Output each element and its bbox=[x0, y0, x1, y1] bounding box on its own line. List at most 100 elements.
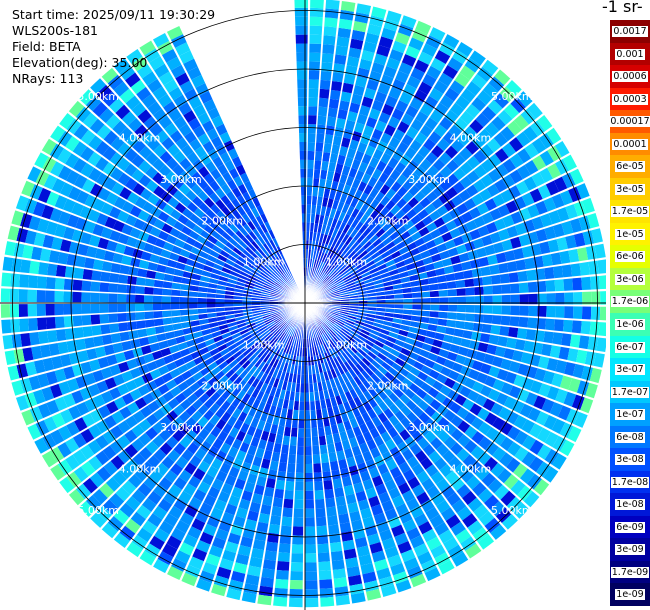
ppi-gate-cell bbox=[378, 172, 389, 184]
ppi-gate-cell bbox=[281, 275, 288, 284]
ppi-gate-cell bbox=[525, 329, 537, 341]
ppi-gate-cell bbox=[567, 426, 582, 443]
ppi-gate-cell bbox=[132, 347, 144, 358]
ppi-gate-cell bbox=[267, 469, 278, 480]
ppi-gate-cell bbox=[205, 433, 217, 445]
ppi-gate-cell bbox=[276, 318, 285, 326]
ray-separator bbox=[304, 302, 442, 576]
ppi-gate-cell bbox=[456, 407, 469, 420]
ppi-gate-cell bbox=[436, 243, 448, 253]
ppi-gate-cell bbox=[102, 91, 119, 107]
ppi-gate-cell bbox=[296, 70, 308, 80]
ppi-gate-cell bbox=[191, 518, 206, 532]
ppi-gate-cell bbox=[254, 484, 265, 496]
colorbar-tick-label: 0.0006 bbox=[612, 71, 648, 83]
ppi-gate-cell bbox=[322, 333, 329, 342]
ppi-gate-cell bbox=[311, 328, 316, 338]
ppi-gate-cell bbox=[488, 76, 505, 92]
ppi-gate-cell bbox=[149, 469, 164, 483]
colorbar-tick-label: 3e-08 bbox=[615, 454, 645, 466]
ppi-gate-cell bbox=[363, 323, 373, 329]
ppi-gate-cell bbox=[324, 361, 331, 372]
ppi-gate-cell bbox=[325, 331, 333, 340]
ppi-gate-cell bbox=[161, 372, 173, 383]
ppi-gate-cell bbox=[228, 495, 241, 507]
ppi-gate-cell bbox=[388, 268, 399, 276]
ppi-gate-cell bbox=[233, 515, 246, 528]
ppi-gate-cell bbox=[339, 243, 348, 253]
ray-separator bbox=[15, 208, 306, 304]
ppi-gate-cell bbox=[119, 126, 134, 142]
ppi-gate-cell bbox=[205, 208, 216, 220]
ppi-gate-cell bbox=[325, 279, 333, 287]
ppi-gate-cell bbox=[446, 319, 457, 328]
ppi-gate-cell bbox=[241, 382, 251, 393]
ppi-gate-cell bbox=[82, 413, 96, 428]
ppi-gate-cell bbox=[222, 549, 237, 562]
ppi-gate-cell bbox=[304, 401, 310, 411]
ppi-gate-cell bbox=[391, 193, 402, 204]
ppi-gate-cell bbox=[172, 416, 185, 429]
ppi-gate-cell bbox=[351, 327, 361, 335]
ppi-gate-cell bbox=[180, 315, 191, 323]
ppi-gate-cell bbox=[178, 102, 192, 116]
ppi-gate-cell bbox=[385, 304, 395, 309]
ppi-gate-cell bbox=[385, 294, 395, 300]
ppi-gate-cell bbox=[331, 218, 338, 229]
ppi-gate-cell bbox=[166, 259, 178, 268]
ppi-gate-cell bbox=[290, 318, 296, 327]
ppi-gate-cell bbox=[92, 488, 108, 505]
ppi-gate-cell bbox=[317, 363, 323, 374]
ppi-gate-cell bbox=[488, 334, 500, 345]
ppi-gate-cell bbox=[231, 209, 242, 220]
ppi-gate-cell bbox=[318, 313, 327, 320]
ppi-gate-cell bbox=[184, 264, 195, 273]
ppi-gate-cell bbox=[103, 415, 117, 429]
ray-separator bbox=[15, 302, 306, 398]
ppi-gate-cell bbox=[473, 179, 486, 193]
ppi-gate-cell bbox=[331, 469, 341, 480]
ppi-gate-cell bbox=[475, 394, 488, 407]
ppi-gate-cell bbox=[484, 494, 500, 510]
ppi-gate-cell bbox=[348, 47, 362, 59]
ppi-gate-cell bbox=[11, 258, 23, 273]
ppi-gate-cell bbox=[338, 331, 347, 340]
ray-separator bbox=[304, 0, 326, 304]
ppi-gate-cell bbox=[499, 436, 514, 451]
ppi-gate-cell bbox=[498, 228, 510, 241]
ppi-gate-cell bbox=[399, 154, 412, 167]
ppi-gate-cell bbox=[430, 297, 440, 304]
ppi-gate-cell bbox=[260, 382, 269, 393]
ppi-gate-cell bbox=[313, 472, 323, 482]
ppi-gate-cell bbox=[564, 306, 574, 319]
ppi-gate-cell bbox=[429, 514, 445, 528]
ppi-gate-cell bbox=[443, 436, 457, 449]
ppi-gate-cell bbox=[304, 419, 311, 429]
ppi-gate-cell bbox=[471, 268, 482, 278]
ppi-gate-cell bbox=[573, 232, 586, 247]
ppi-gate-cell bbox=[235, 164, 246, 176]
colorbar-tick-label: 0.0017 bbox=[612, 26, 648, 38]
ppi-gate-cell bbox=[337, 154, 346, 166]
ppi-gate-cell bbox=[319, 178, 326, 189]
ppi-gate-cell bbox=[113, 81, 130, 97]
ppi-gate-cell bbox=[304, 454, 313, 465]
ppi-gate-cell bbox=[175, 137, 189, 150]
ppi-gate-cell bbox=[224, 503, 238, 516]
ppi-gate-cell bbox=[525, 392, 538, 406]
ppi-gate-cell bbox=[89, 234, 101, 247]
colorbar-cell: 1.7e-09 bbox=[610, 560, 650, 584]
ppi-gate-cell bbox=[96, 505, 113, 522]
ppi-gate-cell bbox=[18, 289, 28, 303]
ppi-gate-cell bbox=[291, 337, 296, 347]
ppi-gate-cell bbox=[45, 370, 58, 385]
ppi-gate-cell bbox=[330, 424, 339, 435]
ppi-gate-cell bbox=[328, 328, 337, 337]
ppi-gate-cell bbox=[403, 220, 415, 231]
ppi-gate-cell bbox=[419, 197, 431, 209]
ppi-gate-cell bbox=[385, 200, 396, 211]
ppi-gate-cell bbox=[452, 263, 463, 273]
ppi-gate-cell bbox=[544, 226, 557, 240]
ppi-gate-cell bbox=[291, 418, 298, 429]
ppi-gate-cell bbox=[117, 361, 130, 373]
